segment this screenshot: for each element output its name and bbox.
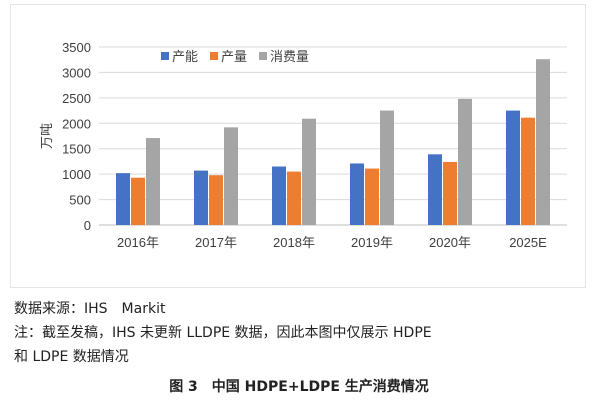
y-tick-label-0: 0 bbox=[84, 218, 91, 233]
x-tick-label-4: 2020年 bbox=[429, 235, 471, 250]
y-tick-label-1000: 1000 bbox=[62, 167, 91, 182]
bar-capacity-2 bbox=[272, 166, 286, 225]
legend-consumption-swatch bbox=[259, 52, 267, 60]
y-tick-label-2500: 2500 bbox=[62, 91, 91, 106]
bar-capacity-0 bbox=[116, 173, 130, 225]
figure-caption: 图 3 中国 HDPE+LDPE 生产消费情况 bbox=[169, 379, 429, 395]
bar-consumption-3 bbox=[380, 110, 394, 225]
bar-output-1 bbox=[209, 175, 223, 225]
bar-output-3 bbox=[365, 168, 379, 225]
bar-output-5 bbox=[521, 117, 535, 225]
x-tick-label-5: 2025E bbox=[509, 235, 547, 250]
y-tick-label-500: 500 bbox=[69, 193, 91, 208]
bar-capacity-3 bbox=[350, 163, 364, 225]
bar-chart: 0 500 1000 1500 2000 2500 3000 3500 万吨 2016年 2017年… bbox=[39, 40, 567, 250]
chart-panel: 0 500 1000 1500 2000 2500 3000 3500 万吨 2016年 2017年… bbox=[10, 4, 586, 288]
x-tick-label-3: 2019年 bbox=[351, 235, 393, 250]
bar-consumption-0 bbox=[146, 138, 160, 225]
note-line-1: 注：截至发稿，IHS 未更新 LLDPE 数据，因此本图中仅展示 HDPE bbox=[14, 325, 432, 341]
bar-consumption-4 bbox=[458, 98, 472, 225]
x-tick-label-0: 2016年 bbox=[117, 235, 159, 250]
y-tick-label-3500: 3500 bbox=[62, 40, 91, 55]
y-axis-label: 万吨 bbox=[39, 123, 54, 149]
bar-consumption-2 bbox=[302, 118, 316, 225]
y-tick-label-1500: 1500 bbox=[62, 142, 91, 157]
bar-consumption-5 bbox=[536, 59, 550, 225]
y-tick-label-3000: 3000 bbox=[62, 65, 91, 80]
note-line-2: 和 LDPE 数据情况 bbox=[14, 349, 129, 365]
bar-capacity-1 bbox=[194, 170, 208, 225]
bar-capacity-4 bbox=[428, 154, 442, 225]
legend-capacity-label: 产能 bbox=[172, 50, 198, 65]
bar-output-0 bbox=[131, 177, 145, 225]
bar-consumption-1 bbox=[224, 127, 238, 225]
x-tick-label-1: 2017年 bbox=[195, 235, 237, 250]
x-tick-label-2: 2018年 bbox=[273, 235, 315, 250]
data-source-text: 数据来源：IHS Markit bbox=[14, 301, 166, 317]
y-tick-label-2000: 2000 bbox=[62, 116, 91, 131]
legend-output-label: 产量 bbox=[221, 50, 247, 65]
legend-output-swatch bbox=[210, 52, 218, 60]
legend-capacity-swatch bbox=[161, 52, 169, 60]
legend-consumption-label: 消费量 bbox=[270, 50, 309, 65]
bar-output-4 bbox=[443, 161, 457, 225]
bar-output-2 bbox=[287, 171, 301, 225]
bar-capacity-5 bbox=[506, 110, 520, 225]
